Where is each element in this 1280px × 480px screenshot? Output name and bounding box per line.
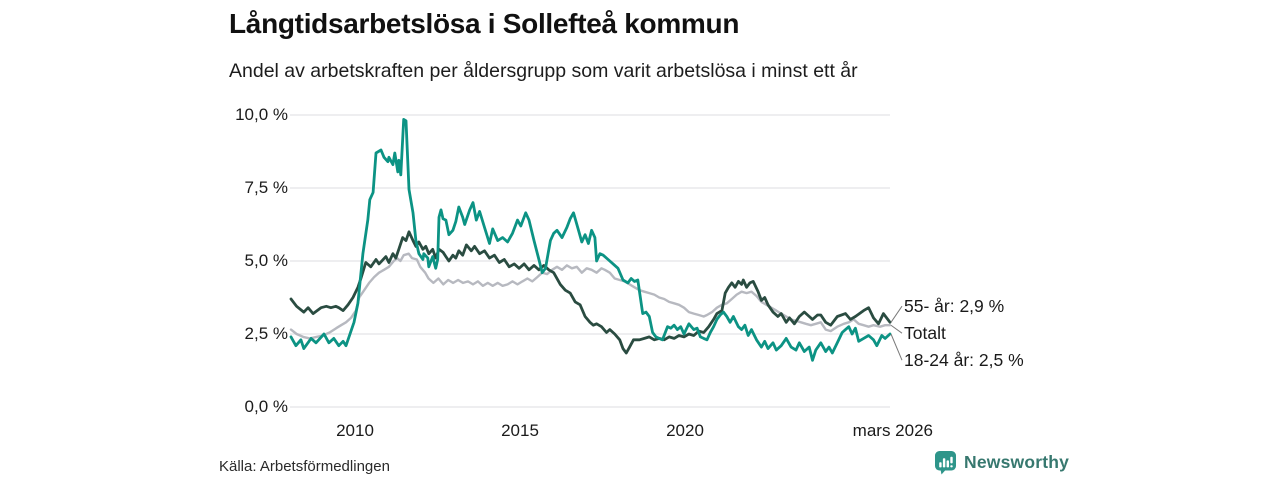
series-line-18-24 år bbox=[289, 118, 892, 362]
end-label-55-plus: 55- år: 2,9 % bbox=[904, 296, 1005, 317]
source-note: Källa: Arbetsförmedlingen bbox=[219, 458, 390, 475]
series-line-55- år bbox=[289, 230, 892, 355]
x-tick-mars-2026: mars 2026 bbox=[852, 421, 933, 440]
x-tick-2010: 2010 bbox=[336, 421, 374, 440]
newsworthy-logo: Newsworthy bbox=[934, 450, 1069, 475]
leader-line-18-24 år bbox=[890, 333, 903, 361]
y-tick-10-0: 10,0 % bbox=[235, 105, 288, 124]
chart-subtitle: Andel av arbetskraften per åldersgrupp s… bbox=[229, 60, 858, 82]
series-line-Totalt bbox=[289, 252, 892, 340]
chart-title: Långtidsarbetslösa i Sollefteå kommun bbox=[229, 8, 740, 39]
y-tick-2-5: 2,5 % bbox=[244, 324, 288, 343]
y-tick-5-0: 5,0 % bbox=[244, 251, 288, 270]
bar-chart-bubble-icon bbox=[935, 451, 956, 475]
y-tick-7-5: 7,5 % bbox=[244, 178, 288, 197]
leader-line-Totalt bbox=[890, 324, 903, 334]
end-label-totalt: Totalt bbox=[904, 323, 946, 344]
leader-line-55- år bbox=[890, 305, 903, 323]
x-tick-2015: 2015 bbox=[501, 421, 539, 440]
end-label-18-24: 18-24 år: 2,5 % bbox=[904, 350, 1024, 371]
y-tick-0-0: 0,0 % bbox=[244, 397, 288, 416]
brand-name: Newsworthy bbox=[964, 452, 1070, 472]
x-tick-2020: 2020 bbox=[666, 421, 704, 440]
